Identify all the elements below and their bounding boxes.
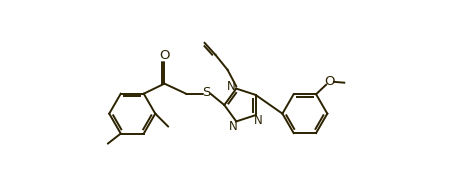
Text: O: O [159,49,170,62]
Text: S: S [203,86,211,99]
Text: N: N [229,120,238,133]
Text: O: O [325,75,335,88]
Text: N: N [227,80,236,93]
Text: N: N [254,114,263,127]
